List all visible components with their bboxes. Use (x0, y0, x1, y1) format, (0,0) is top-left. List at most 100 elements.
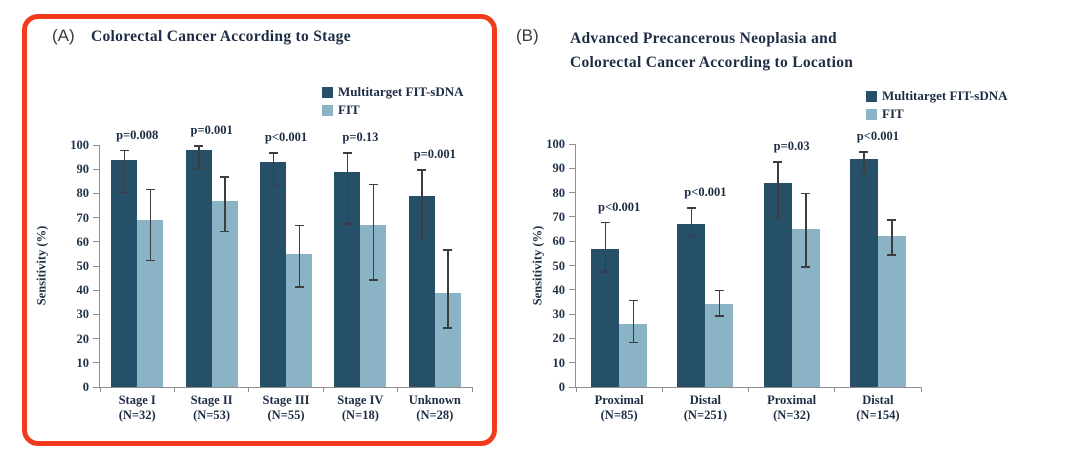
error-bar-cap-bottom (294, 286, 304, 288)
legend-swatch-fit-icon (866, 108, 877, 120)
error-bar-line (447, 249, 449, 329)
y-tick-mark (93, 289, 99, 291)
y-tick-mark (569, 337, 575, 339)
error-bar-cap-bottom (368, 279, 378, 281)
p-value-label: p<0.001 (856, 129, 899, 144)
p-value-label: p<0.001 (598, 199, 641, 214)
panel-b-title-line1: Advanced Precancerous Neoplasia and (570, 30, 837, 47)
category-name: Distal (862, 393, 894, 407)
y-tick-mark (569, 240, 575, 242)
error-bar-cap-bottom (628, 341, 638, 344)
category-name: Proximal (594, 393, 644, 407)
category-name: Stage I (118, 393, 156, 407)
x-tick-mark (99, 387, 101, 392)
y-tick-label: 0 (558, 380, 565, 394)
x-tick-mark (575, 387, 577, 392)
category-name: Proximal (767, 393, 817, 407)
y-tick-label: 60 (76, 234, 90, 249)
x-tick-mark (173, 387, 175, 392)
error-bar-cap-bottom (268, 184, 278, 187)
error-bar-line (372, 183, 375, 281)
error-bar-line (421, 169, 423, 240)
bar-fit (705, 304, 734, 387)
x-tick-label: Proximal (N=32) (749, 393, 835, 423)
legend-item-fit: FIT (322, 101, 464, 119)
error-bar-line (777, 161, 779, 220)
bar-sdna (260, 161, 286, 387)
error-bar-cap-bottom (342, 223, 352, 225)
error-bar-line (346, 152, 349, 225)
error-bar (342, 152, 353, 225)
legend-item-sdna: Multitarget FIT-sDNA (322, 83, 464, 101)
error-bar-cap-top (294, 224, 304, 227)
category-name: Distal (689, 393, 721, 407)
x-tick-label: Stage II (N=53) (174, 393, 248, 423)
y-tick-label: 100 (546, 137, 565, 151)
error-bar (886, 219, 897, 256)
y-tick-label: 20 (76, 331, 90, 346)
bar-sdna (849, 158, 878, 387)
x-tick-mark (920, 387, 922, 392)
x-tick-mark (322, 387, 324, 392)
x-tick-mark (397, 387, 399, 392)
y-tick-mark (569, 362, 575, 364)
error-bar-cap-bottom (417, 237, 427, 240)
error-bar-line (863, 151, 865, 174)
bar-sdna (111, 159, 138, 387)
category-n: (N=53) (193, 408, 231, 422)
y-tick-label: 50 (76, 259, 90, 273)
x-tick-mark (661, 387, 663, 392)
panel-b-label: (B) (516, 26, 539, 45)
category-n: (N=251) (683, 408, 727, 422)
y-tick-label: 70 (76, 210, 90, 225)
legend-swatch-sdna-icon (322, 86, 333, 98)
error-bar-cap-bottom (220, 230, 230, 233)
y-tick-mark (569, 313, 575, 315)
error-bar-cap-top (194, 145, 204, 147)
error-bar-cap-top (714, 289, 724, 292)
y-tick-mark (93, 144, 99, 146)
error-bar-cap-bottom (859, 171, 869, 174)
y-tick-mark (93, 362, 99, 364)
legend-label-fit: FIT (882, 106, 904, 121)
y-tick-mark (93, 386, 99, 388)
y-tick-mark (93, 313, 99, 315)
error-bar-line (891, 219, 893, 256)
y-tick-label: 10 (76, 355, 90, 370)
error-bar (145, 188, 156, 262)
category-name: Stage IV (337, 393, 384, 407)
panel-a-label: (A) (52, 26, 75, 45)
error-bar (268, 152, 279, 187)
panel-b-title: Advanced Precancerous Neoplasia and Colo… (570, 27, 853, 75)
error-bar-cap-bottom (119, 191, 129, 194)
error-bar-line (123, 149, 126, 194)
error-bar-cap-top (268, 152, 278, 154)
p-value-label: p=0.008 (116, 127, 159, 142)
legend-panel-a: Multitarget FIT-sDNA FIT (322, 83, 464, 119)
y-tick-mark (569, 289, 575, 291)
x-tick-label: Unknown (N=28) (398, 393, 472, 423)
error-bar-cap-top (887, 219, 897, 221)
error-bar (219, 176, 230, 233)
y-tick-label: 100 (70, 138, 89, 152)
error-bar-cap-top (443, 249, 453, 251)
error-bar-cap-bottom (887, 254, 897, 256)
y-tick-label: 70 (552, 209, 566, 224)
error-bar-cap-top (686, 207, 696, 209)
category-n: (N=55) (267, 408, 305, 422)
y-tick-label: 10 (552, 355, 566, 370)
legend-label-sdna: Multitarget FIT-sDNA (338, 84, 464, 99)
error-bar-line (272, 152, 274, 187)
error-bar (628, 299, 639, 344)
panel-a-title: Colorectal Cancer According to Stage (91, 28, 351, 45)
error-bar-cap-top (773, 161, 783, 163)
error-bar-cap-bottom (600, 271, 610, 273)
category-name: Stage II (190, 393, 233, 407)
y-tick-mark (93, 338, 99, 340)
error-bar-cap-top (145, 188, 155, 191)
y-tick-label: 30 (76, 307, 90, 322)
error-bar-cap-top (119, 149, 129, 152)
y-tick-label: 40 (552, 282, 566, 297)
error-bar (368, 183, 379, 281)
error-bar (714, 289, 725, 317)
